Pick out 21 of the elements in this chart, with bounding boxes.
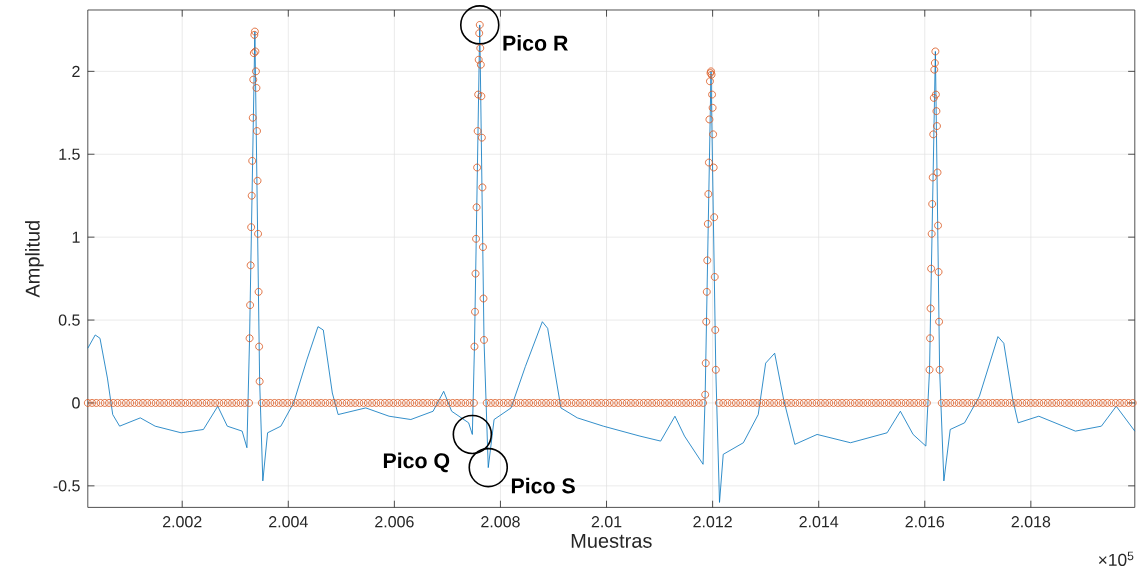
x-tick-label: 2.014: [799, 516, 839, 528]
x-axis-title: Muestras: [571, 533, 652, 548]
x-tick-label: 2.01: [591, 516, 622, 528]
y-axis-title: Amplitud: [25, 221, 44, 298]
y-tick-label: 1: [72, 231, 80, 243]
text: ×10$^{5}$: [1098, 551, 1134, 566]
y-tick-label: 0: [72, 397, 80, 409]
y-tick-label: -0.5: [53, 480, 80, 492]
x-tick-label: 2.008: [481, 516, 520, 528]
x-tick-label: 2.002: [162, 516, 202, 528]
x-tick-label: 2.006: [375, 516, 414, 528]
annotation: Pico R: [503, 35, 568, 51]
x-tick-label: 2.004: [269, 516, 308, 528]
y-tick-label: 0.5: [58, 314, 80, 326]
y-tick-label: 1.5: [59, 148, 80, 160]
x-tick-label: 2.012: [693, 516, 732, 528]
x-tick-label: 2.016: [905, 516, 945, 528]
y-tick-label: 2: [72, 65, 80, 77]
annotation: Pico S: [511, 477, 575, 494]
x-tick-label: 2.018: [1011, 516, 1051, 528]
annotation: Pico Q: [383, 452, 450, 473]
